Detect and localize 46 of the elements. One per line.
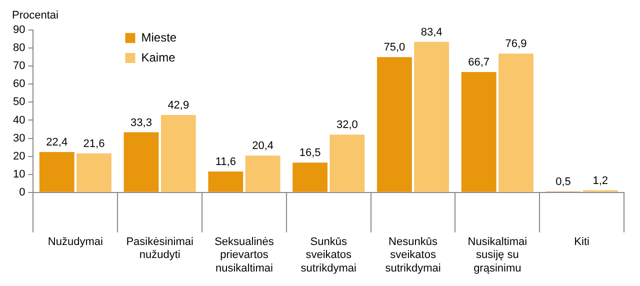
data-label: 0,5 [556, 176, 571, 188]
data-label: 22,4 [46, 136, 68, 149]
x-tick-label: Pasikėsinimai nužudyti [126, 236, 194, 262]
y-tick-label: 70 [12, 60, 26, 72]
y-tick-label: 30 [12, 132, 26, 144]
y-tick-label: 60 [12, 78, 26, 90]
bar [461, 72, 496, 192]
data-label: 75,0 [384, 42, 406, 54]
x-tick-label: Kiti [574, 236, 590, 248]
data-label: 76,9 [505, 38, 527, 50]
y-tick-label: 20 [12, 150, 26, 162]
bar [160, 114, 196, 192]
data-label: 42,9 [168, 100, 190, 112]
bar [39, 152, 74, 192]
bar [498, 54, 534, 192]
bar [245, 156, 280, 192]
bar [376, 57, 412, 192]
data-label: 11,6 [215, 156, 236, 168]
legend-label: Kaime [141, 50, 176, 64]
data-label: 20,4 [252, 140, 274, 152]
bar [414, 42, 450, 192]
x-tick-label: Nusikaltimai susiję su grąsinimu [468, 236, 528, 274]
x-tick-label: Sunkūs sveikatos sutrikdymai [300, 236, 356, 274]
legend-label: Mieste [141, 30, 177, 44]
y-tick-label: 80 [12, 42, 26, 54]
y-tick-label: 0 [19, 186, 26, 198]
bar [292, 162, 328, 192]
bar [124, 132, 159, 192]
data-label: 66,7 [468, 56, 490, 69]
y-tick-label: 10 [12, 168, 26, 180]
x-tick-label: Seksualinės prievartos nusikaltimai [214, 236, 274, 274]
data-label: 83,4 [420, 26, 442, 38]
data-label: 32,0 [336, 119, 358, 132]
x-tick-label: Nesunkūs sveikatos sutrikdymai [385, 236, 441, 274]
y-axis-title: Procentai [12, 10, 58, 22]
data-label: 33,3 [130, 116, 152, 129]
bar [76, 153, 112, 192]
data-label: 1,2 [592, 174, 608, 187]
data-label: 21,6 [83, 138, 105, 150]
y-tick-label: 90 [12, 24, 26, 36]
y-tick-label: 40 [12, 114, 26, 126]
y-tick-label: 50 [12, 96, 26, 108]
bar [208, 171, 244, 192]
bar [330, 134, 365, 192]
x-tick-label: Nužudymai [48, 236, 103, 248]
data-label: 16,5 [299, 147, 321, 160]
